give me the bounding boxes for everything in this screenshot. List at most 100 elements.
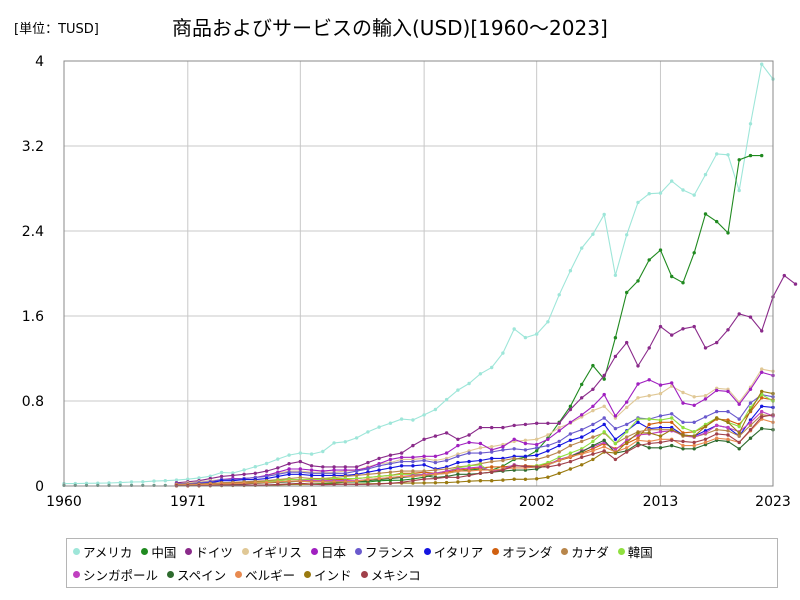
- data-point: [287, 453, 291, 457]
- data-point: [287, 479, 291, 483]
- data-point: [670, 179, 674, 183]
- data-point: [377, 471, 381, 475]
- data-point: [332, 468, 336, 472]
- data-point: [636, 420, 640, 424]
- data-point: [287, 482, 291, 486]
- data-point: [433, 454, 438, 458]
- data-point: [636, 382, 640, 386]
- data-point: [478, 372, 483, 376]
- data-point: [737, 434, 741, 438]
- data-point: [658, 437, 663, 441]
- data-point: [681, 439, 685, 444]
- data-point: [535, 477, 539, 481]
- x-tick-label: 1992: [406, 494, 442, 510]
- data-point: [208, 474, 212, 478]
- data-point: [152, 479, 156, 483]
- data-point: [782, 273, 786, 278]
- data-point: [490, 465, 494, 469]
- data-point: [490, 456, 494, 461]
- data-point: [670, 412, 674, 416]
- data-point: [354, 473, 359, 478]
- data-point: [557, 429, 561, 433]
- legend-label: 中国: [151, 544, 177, 560]
- data-point: [467, 466, 471, 470]
- data-point: [647, 258, 651, 262]
- data-point: [546, 433, 550, 437]
- data-point: [658, 191, 663, 195]
- data-point: [377, 456, 381, 461]
- data-point: [580, 428, 584, 432]
- data-point: [726, 389, 730, 394]
- y-tick-label: 0.8: [22, 394, 44, 410]
- data-point: [242, 472, 246, 476]
- data-point: [332, 482, 336, 487]
- data-point: [681, 433, 685, 437]
- data-point: [411, 479, 415, 483]
- data-point: [399, 417, 404, 421]
- legend-label: ドイツ: [195, 544, 233, 560]
- data-point: [703, 424, 708, 429]
- data-point: [276, 474, 280, 479]
- data-point: [422, 463, 426, 467]
- data-point: [309, 482, 314, 486]
- data-point: [568, 404, 573, 408]
- data-point: [557, 425, 561, 430]
- data-point: [748, 436, 753, 440]
- data-point: [602, 373, 606, 378]
- data-point: [546, 454, 550, 458]
- legend-item: シンガポール: [73, 565, 158, 584]
- data-point: [591, 435, 595, 439]
- data-point: [602, 430, 606, 434]
- series-line: [176, 394, 774, 485]
- data-point: [366, 482, 370, 486]
- data-point: [591, 429, 595, 433]
- data-point: [692, 434, 696, 438]
- data-point: [535, 437, 539, 441]
- data-point: [613, 457, 618, 462]
- data-point: [647, 378, 651, 382]
- data-point: [535, 465, 539, 469]
- data-point: [602, 422, 606, 427]
- data-point: [388, 457, 393, 462]
- x-axis-ticks: 1960 1971 1981 1992 2002 2013 2023: [46, 494, 791, 510]
- legend-item: フランス: [354, 542, 415, 561]
- legend-label: カナダ: [571, 544, 609, 560]
- data-point: [647, 394, 651, 398]
- data-point: [332, 465, 336, 469]
- data-point: [715, 340, 719, 345]
- data-point: [613, 336, 618, 340]
- data-point: [760, 409, 764, 414]
- legend-item: メキシコ: [360, 565, 421, 584]
- data-point: [681, 447, 685, 451]
- data-point: [715, 436, 719, 440]
- data-point: [760, 153, 764, 158]
- data-point: [478, 425, 483, 430]
- data-point: [636, 438, 640, 442]
- data-point: [377, 476, 381, 481]
- data-point: [557, 458, 561, 463]
- x-tick-label: 2023: [755, 494, 791, 510]
- data-point: [715, 428, 719, 432]
- data-point: [388, 453, 393, 457]
- data-point: [535, 421, 539, 425]
- data-point: [456, 388, 460, 392]
- data-point: [219, 474, 224, 479]
- x-tick-label: 1971: [170, 494, 206, 510]
- legend-marker-icon: [304, 570, 312, 578]
- data-point: [703, 172, 708, 177]
- data-point: [568, 407, 573, 412]
- data-point: [411, 455, 415, 459]
- data-point: [411, 481, 415, 485]
- data-point: [467, 381, 471, 386]
- data-point: [490, 479, 494, 483]
- data-point: [726, 433, 730, 437]
- data-point: [523, 454, 528, 458]
- legend-row: アメリカ 中国 ドイツ イギリス 日本 フランス イタリア オランダ カナダ 韓国: [67, 540, 777, 562]
- data-point: [343, 465, 347, 469]
- series-line: [176, 393, 774, 487]
- data-point: [647, 422, 651, 427]
- series-lines: [62, 62, 798, 488]
- data-point: [737, 424, 741, 429]
- data-point: [625, 340, 629, 345]
- data-point: [343, 468, 347, 472]
